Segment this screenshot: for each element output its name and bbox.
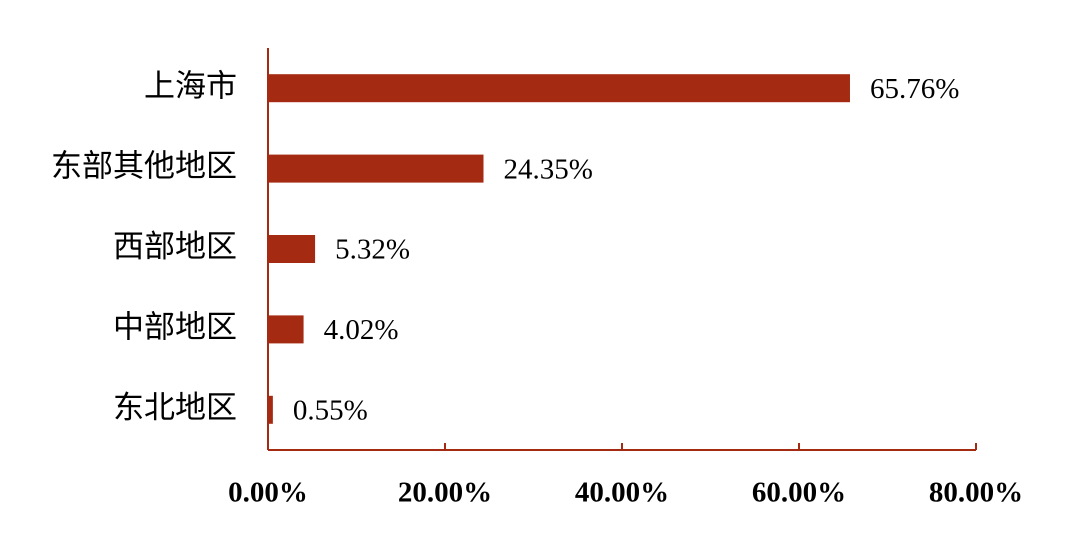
bar (268, 74, 850, 103)
bar (268, 315, 304, 344)
value-label: 0.55% (293, 394, 368, 426)
y-tick-label: 中部地区 (113, 310, 237, 345)
value-label: 4.02% (324, 314, 399, 346)
x-tick-label: 80.00% (929, 477, 1023, 509)
bar (268, 154, 484, 183)
value-label: 65.76% (870, 73, 959, 105)
x-tick-label: 60.00% (752, 477, 846, 509)
y-tick-label: 上海市 (144, 68, 237, 103)
x-tick-label: 20.00% (398, 477, 492, 509)
bar (268, 235, 316, 263)
y-tick-label: 东部其他地区 (51, 149, 237, 184)
y-tick-label: 西部地区 (113, 229, 237, 264)
value-label: 24.35% (503, 153, 592, 185)
bar (268, 395, 273, 424)
value-label: 5.32% (335, 234, 410, 266)
y-tick-label: 东北地区 (113, 390, 237, 425)
x-tick-label: 40.00% (575, 477, 669, 509)
x-tick-label: 0.00% (228, 477, 308, 509)
